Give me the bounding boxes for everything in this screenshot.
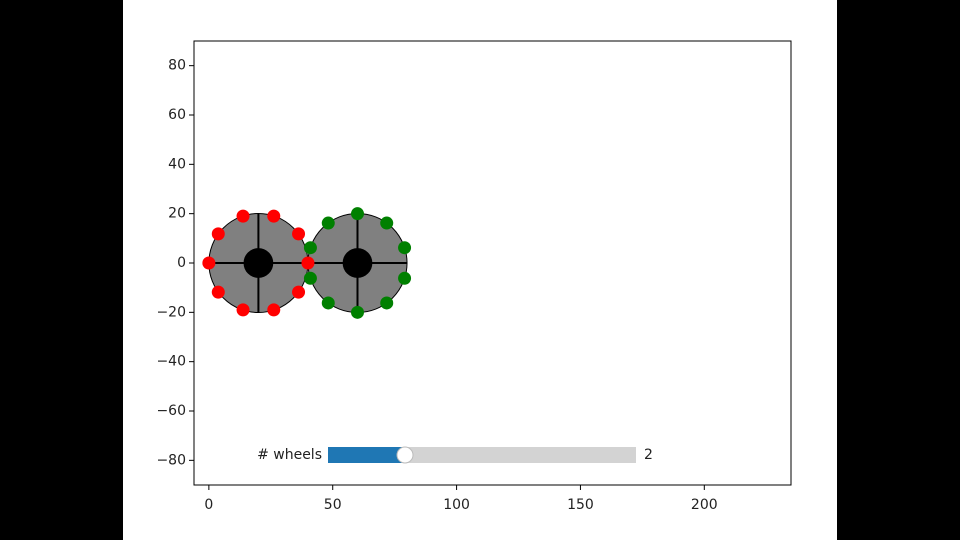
point <box>267 303 281 317</box>
y-tick-label: −60 <box>156 403 186 419</box>
point <box>267 209 281 223</box>
point <box>321 216 335 230</box>
y-tick-label: 20 <box>168 206 186 222</box>
x-tick-label: 150 <box>567 497 594 513</box>
point <box>202 256 216 270</box>
point <box>301 256 315 270</box>
y-tick-label: 60 <box>168 107 186 123</box>
y-tick-label: 80 <box>168 58 186 74</box>
x-tick-label: 200 <box>691 497 718 513</box>
y-tick-label: 0 <box>177 255 186 271</box>
y-tick-label: 40 <box>168 156 186 172</box>
slider-label: # wheels <box>257 447 322 463</box>
point <box>236 303 250 317</box>
point <box>398 241 412 255</box>
y-tick-label: −20 <box>156 304 186 320</box>
point <box>303 241 317 255</box>
point <box>350 207 364 221</box>
plot-area <box>202 207 412 319</box>
hub <box>342 248 373 278</box>
point <box>380 216 394 230</box>
point <box>211 285 225 299</box>
y-tick-label: −80 <box>156 452 186 468</box>
point <box>321 296 335 310</box>
slider-value: 2 <box>644 447 653 463</box>
slider-fill <box>328 447 405 463</box>
point <box>380 296 394 310</box>
point <box>292 227 306 241</box>
x-tick-label: 50 <box>324 497 342 513</box>
point <box>398 271 412 285</box>
point <box>303 271 317 285</box>
point <box>211 227 225 241</box>
slider-knob[interactable] <box>396 446 414 464</box>
hub <box>243 248 274 278</box>
x-tick-label: 100 <box>443 497 470 513</box>
x-tick-label: 0 <box>204 497 213 513</box>
slider: # wheels 2 <box>257 446 653 464</box>
point <box>236 209 250 223</box>
point <box>350 305 364 319</box>
y-tick-label: −40 <box>156 354 186 370</box>
point <box>292 285 306 299</box>
